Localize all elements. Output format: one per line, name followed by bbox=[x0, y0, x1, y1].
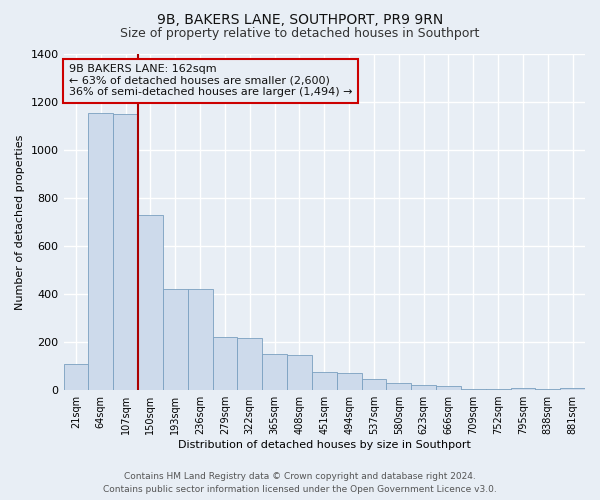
Bar bbox=[485, 389, 511, 390]
Bar bbox=[436, 386, 461, 390]
Bar bbox=[362, 380, 386, 390]
Bar bbox=[411, 386, 436, 390]
Bar bbox=[511, 388, 535, 390]
Y-axis label: Number of detached properties: Number of detached properties bbox=[15, 134, 25, 310]
Text: 9B BAKERS LANE: 162sqm
← 63% of detached houses are smaller (2,600)
36% of semi-: 9B BAKERS LANE: 162sqm ← 63% of detached… bbox=[69, 64, 352, 98]
Bar bbox=[212, 338, 238, 390]
Text: Contains HM Land Registry data © Crown copyright and database right 2024.
Contai: Contains HM Land Registry data © Crown c… bbox=[103, 472, 497, 494]
Bar bbox=[312, 372, 337, 390]
Text: Size of property relative to detached houses in Southport: Size of property relative to detached ho… bbox=[121, 28, 479, 40]
Bar bbox=[163, 290, 188, 390]
X-axis label: Distribution of detached houses by size in Southport: Distribution of detached houses by size … bbox=[178, 440, 471, 450]
Text: 9B, BAKERS LANE, SOUTHPORT, PR9 9RN: 9B, BAKERS LANE, SOUTHPORT, PR9 9RN bbox=[157, 12, 443, 26]
Bar bbox=[560, 388, 585, 390]
Bar bbox=[262, 354, 287, 390]
Bar bbox=[386, 383, 411, 390]
Bar bbox=[113, 114, 138, 390]
Bar bbox=[535, 389, 560, 390]
Bar bbox=[138, 215, 163, 390]
Bar bbox=[188, 290, 212, 390]
Bar bbox=[64, 364, 88, 390]
Bar bbox=[461, 389, 485, 390]
Bar bbox=[287, 356, 312, 390]
Bar bbox=[238, 338, 262, 390]
Bar bbox=[88, 113, 113, 390]
Bar bbox=[337, 374, 362, 390]
